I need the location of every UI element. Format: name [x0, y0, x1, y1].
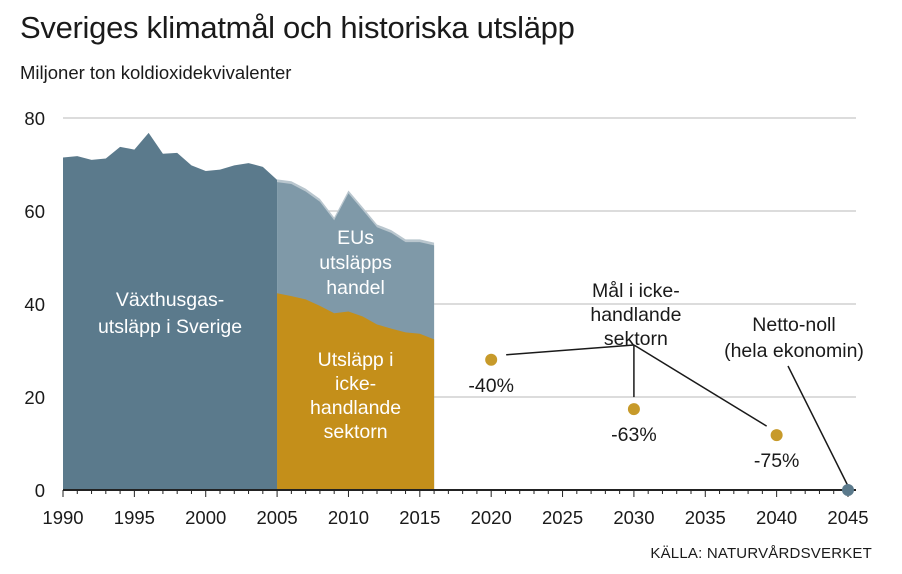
label-non-trading-sector: Utsläpp i icke-handlande sektorn — [310, 349, 401, 443]
label-targets-line: Mål i icke- — [592, 280, 680, 302]
target-label: -75% — [754, 450, 800, 472]
x-tick-label: 2025 — [542, 507, 583, 528]
x-tick-label: 2005 — [257, 507, 298, 528]
label-net-zero: Netto-noll (hela ekonomin) — [724, 314, 864, 362]
chart-subtitle: Miljoner ton koldioxidekvivalenter — [20, 62, 292, 83]
y-tick-label: 80 — [24, 108, 45, 129]
target-connector — [633, 344, 768, 427]
label-non-trading-sector-line: icke- — [335, 373, 376, 395]
x-tick-label: 1990 — [42, 507, 83, 528]
y-tick-label: 40 — [24, 294, 45, 315]
label-net-zero-line: Netto-noll — [752, 314, 835, 336]
net-zero-point — [842, 484, 854, 496]
label-total-emissions-line: utsläpp i Sverige — [98, 316, 242, 338]
x-tick-label: 2035 — [685, 507, 726, 528]
area-total-emissions — [63, 132, 278, 490]
label-non-trading-sector-line: sektorn — [324, 421, 388, 443]
annotations: Mål i icke-handlande sektorn -40% -63% -75% N… — [468, 280, 864, 496]
label-non-trading-sector-line: Utsläpp i — [318, 349, 394, 371]
target-connector — [506, 344, 634, 356]
y-tick-label: 0 — [35, 480, 45, 501]
x-tick-label: 2045 — [827, 507, 868, 528]
area-non-trading-sector — [277, 293, 435, 490]
label-eu-ets-line: handel — [326, 277, 385, 299]
area-series: Växthusgas-utsläpp i Sverige EUs utsläpps h… — [63, 132, 435, 491]
target-label: -40% — [468, 375, 514, 397]
label-eu-ets: EUs utsläpps handel — [319, 227, 392, 299]
label-targets-line: handlande — [590, 304, 681, 326]
x-tick-label: 2020 — [471, 507, 512, 528]
x-tick-label: 2015 — [399, 507, 440, 528]
label-eu-ets-line: EUs — [337, 227, 374, 249]
x-tick-label: 2000 — [185, 507, 226, 528]
y-tick-label: 60 — [24, 201, 45, 222]
label-total-emissions: Växthusgas-utsläpp i Sverige — [98, 289, 242, 338]
label-targets: Mål i icke-handlande sektorn — [590, 280, 681, 350]
x-tick-label: 2040 — [756, 507, 797, 528]
target-point — [627, 403, 640, 416]
target-point — [485, 353, 498, 366]
label-net-zero-line: (hela ekonomin) — [724, 340, 864, 362]
label-eu-ets-line: utsläpps — [319, 252, 392, 274]
x-tick-label: 2030 — [613, 507, 654, 528]
x-tick-label: 1995 — [114, 507, 155, 528]
target-label: -63% — [611, 424, 657, 446]
target-point — [770, 429, 783, 442]
chart-title: Sveriges klimatmål och historiska utsläp… — [20, 10, 575, 45]
label-targets-line: sektorn — [604, 328, 668, 350]
label-total-emissions-line: Växthusgas- — [116, 289, 224, 311]
x-tick-label: 2010 — [328, 507, 369, 528]
label-non-trading-sector-line: handlande — [310, 397, 401, 419]
net-zero-connector — [787, 365, 849, 487]
y-tick-label: 20 — [24, 387, 45, 408]
source-credit: KÄLLA: NATURVÅRDSVERKET — [650, 545, 872, 562]
